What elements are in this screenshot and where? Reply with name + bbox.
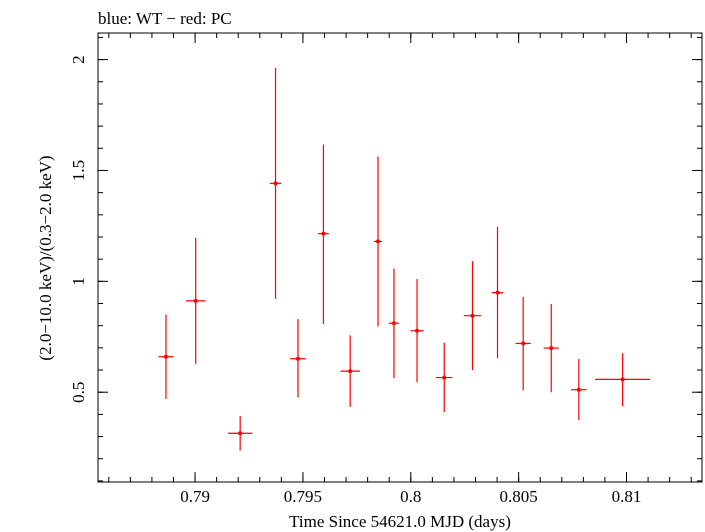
data-point [543, 303, 559, 393]
major-ticks [98, 33, 702, 482]
point-marker [415, 328, 420, 333]
point-marker [549, 346, 554, 351]
data-point [515, 296, 531, 391]
y-tick-labels: 0.5 1 1.5 2 [69, 55, 88, 402]
x-tick-label: 0.81 [612, 487, 642, 506]
x-tick-label: 0.79 [180, 487, 210, 506]
x-tick-label: 0.8 [400, 487, 421, 506]
y-tick-label: 0.5 [69, 382, 88, 403]
point-marker [295, 356, 300, 361]
point-marker [442, 375, 447, 380]
data-point [491, 226, 504, 359]
data-point [318, 144, 329, 324]
x-tick-label: 0.805 [500, 487, 538, 506]
data-point [290, 319, 306, 398]
point-marker [321, 231, 326, 236]
point-marker [273, 181, 278, 186]
point-marker [238, 431, 243, 436]
data-point [340, 335, 360, 407]
data-point [436, 342, 453, 413]
y-tick-label: 1 [69, 277, 88, 286]
y-tick-label: 1.5 [69, 160, 88, 181]
data-point [571, 358, 587, 421]
x-axis-label: Time Since 54621.0 MJD (days) [289, 512, 511, 531]
minor-ticks [98, 33, 702, 482]
point-marker [375, 239, 380, 244]
data-points [158, 67, 651, 451]
point-marker [470, 313, 475, 318]
chart-title: blue: WT − red: PC [98, 9, 232, 28]
y-tick-label: 2 [69, 55, 88, 64]
x-tick-label: 0.795 [284, 487, 322, 506]
data-point [158, 314, 174, 399]
data-point [595, 353, 651, 407]
data-point [463, 261, 482, 371]
point-marker [348, 369, 353, 374]
point-marker [193, 298, 198, 303]
point-marker [620, 377, 625, 382]
data-point [410, 279, 424, 383]
data-point [388, 268, 400, 379]
x-tick-labels: 0.79 0.795 0.8 0.805 0.81 [180, 487, 641, 506]
point-marker [391, 321, 396, 326]
point-marker [521, 341, 526, 346]
data-point [269, 67, 282, 299]
y-axis-label: (2.0−10.0 keV)/(0.3−2.0 keV) [36, 155, 55, 360]
data-point [373, 156, 383, 327]
data-point [227, 415, 253, 451]
plot-frame [97, 32, 703, 483]
point-marker [163, 354, 168, 359]
point-marker [576, 387, 581, 392]
point-marker [495, 290, 500, 295]
data-point [186, 238, 206, 364]
